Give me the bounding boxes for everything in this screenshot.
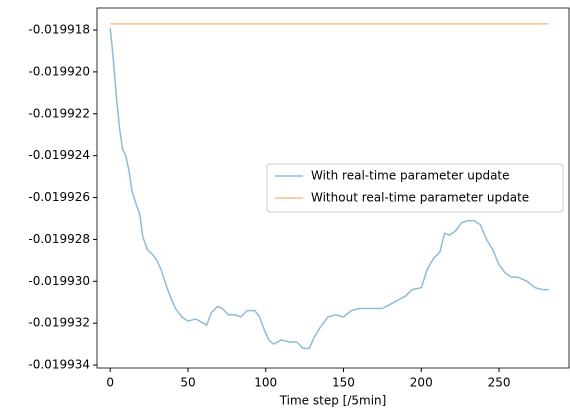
x-tick-label: 50 <box>180 376 195 390</box>
legend-box <box>266 163 564 213</box>
x-tick-label: 200 <box>410 376 433 390</box>
plot-frame <box>96 7 570 369</box>
series-line <box>109 27 549 350</box>
x-tick-label: 250 <box>488 376 511 390</box>
y-tick-label: -0.019922 <box>28 106 90 120</box>
legend-label: Without real-time parameter update <box>311 191 529 205</box>
x-tick-label: 150 <box>332 376 355 390</box>
y-tick-label: -0.019930 <box>28 274 90 288</box>
x-tick-label: 100 <box>254 376 277 390</box>
y-tick-label: -0.019924 <box>28 148 90 162</box>
y-tick-label: -0.019934 <box>28 358 90 372</box>
x-axis-label: Time step [/5min] <box>279 394 387 408</box>
y-tick-label: -0.019932 <box>28 316 90 330</box>
y-tick-label: -0.019926 <box>28 190 90 204</box>
y-tick-label: -0.019928 <box>28 232 90 246</box>
legend-label: With real-time parameter update <box>311 169 510 183</box>
x-tick-label: 0 <box>106 376 114 390</box>
y-tick-label: -0.019920 <box>28 64 90 78</box>
y-tick-label: -0.019918 <box>28 22 90 36</box>
